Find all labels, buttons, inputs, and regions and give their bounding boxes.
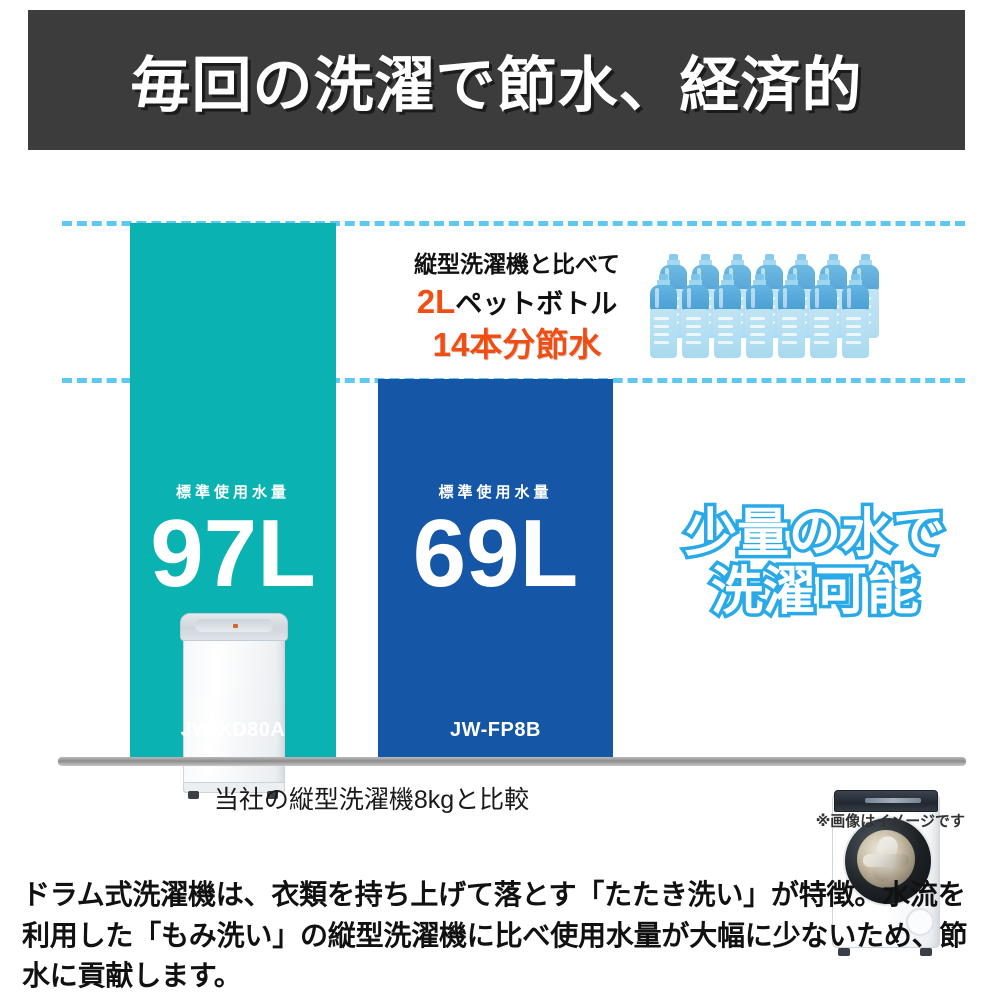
water-bottle-icon [648,274,678,358]
bar-value-blue: 69L [412,500,579,607]
drum-washer-foot-right [920,948,932,956]
washer-base [183,782,285,793]
comparison-note: 当社の縦型洗濯機8kgと比較 [213,786,530,814]
water-bottle-icon [744,274,774,358]
water-bottle-icon [840,274,870,358]
blue-headline-line-1: 少量の水で [681,501,948,566]
bar-caption-blue: 標準使用水量 [438,484,553,501]
drum-washer-illustration [826,784,944,956]
bar-caption-teal: 標準使用水量 [175,484,290,501]
header-band: 毎回の洗濯で節水、経済的 [28,10,965,150]
bar-jw-xd80a: 標準使用水量 97L JW-XD80A [130,223,336,799]
ground-line [58,757,966,766]
washer-body [183,621,285,793]
washer-foot-left [188,791,199,799]
water-bottle-icon [680,274,710,358]
blue-headline-line-2: 洗濯可能 [707,560,922,625]
callout-line-1: 縦型洗濯機と比べて [413,251,621,277]
callout-accent-2l: 2L [416,282,456,320]
water-bottle-icon [808,274,838,358]
drum-washer-foot-left [838,948,850,956]
callout-line-2: 2Lペットボトル [392,281,642,322]
washer-foot-right [267,791,278,799]
bar-value-teal: 97L [150,500,316,607]
water-bottle-icon [712,274,742,358]
drum-washer-door [843,816,933,906]
blue-headline: 少量の水で 洗濯可能 [640,501,990,625]
page-title: 毎回の洗濯で節水、経済的 [130,51,863,119]
bar-model-teal: JW-XD80A [180,719,286,741]
drum-washer-control-panel [834,790,938,812]
image-disclaimer: ※画像はイメージです [815,813,965,830]
control-panel-display [865,798,921,803]
water-bottle-icon [776,274,806,358]
gridline-top-dashed [62,221,965,226]
washer-indicator-icon [233,624,238,628]
savings-callout: 縦型洗濯機と比べて 2Lペットボトル 14本分節水 [392,250,642,365]
callout-line-2-rest: ペットボトル [455,288,618,319]
bar-jw-fp8b: 標準使用水量 69L JW-FP8B [378,379,940,956]
bottom-description: ドラム式洗濯機は、衣類を持ち上げて落とす「たたき洗い」が特徴。水流を利用した「も… [22,879,968,992]
drum-washer-dispenser [906,908,934,936]
drum-interior [857,830,915,888]
washer-lid [180,613,288,641]
water-usage-chart: 標準使用水量 97L JW-XD80A 標準使用水量 69L [0,150,1000,956]
bottle-row-front [648,274,870,358]
bar-model-blue: JW-FP8B [450,719,541,741]
bottle-group-14 [648,254,879,358]
callout-line-3: 14本分節水 [432,326,602,363]
top-load-washer-illustration [180,607,288,799]
